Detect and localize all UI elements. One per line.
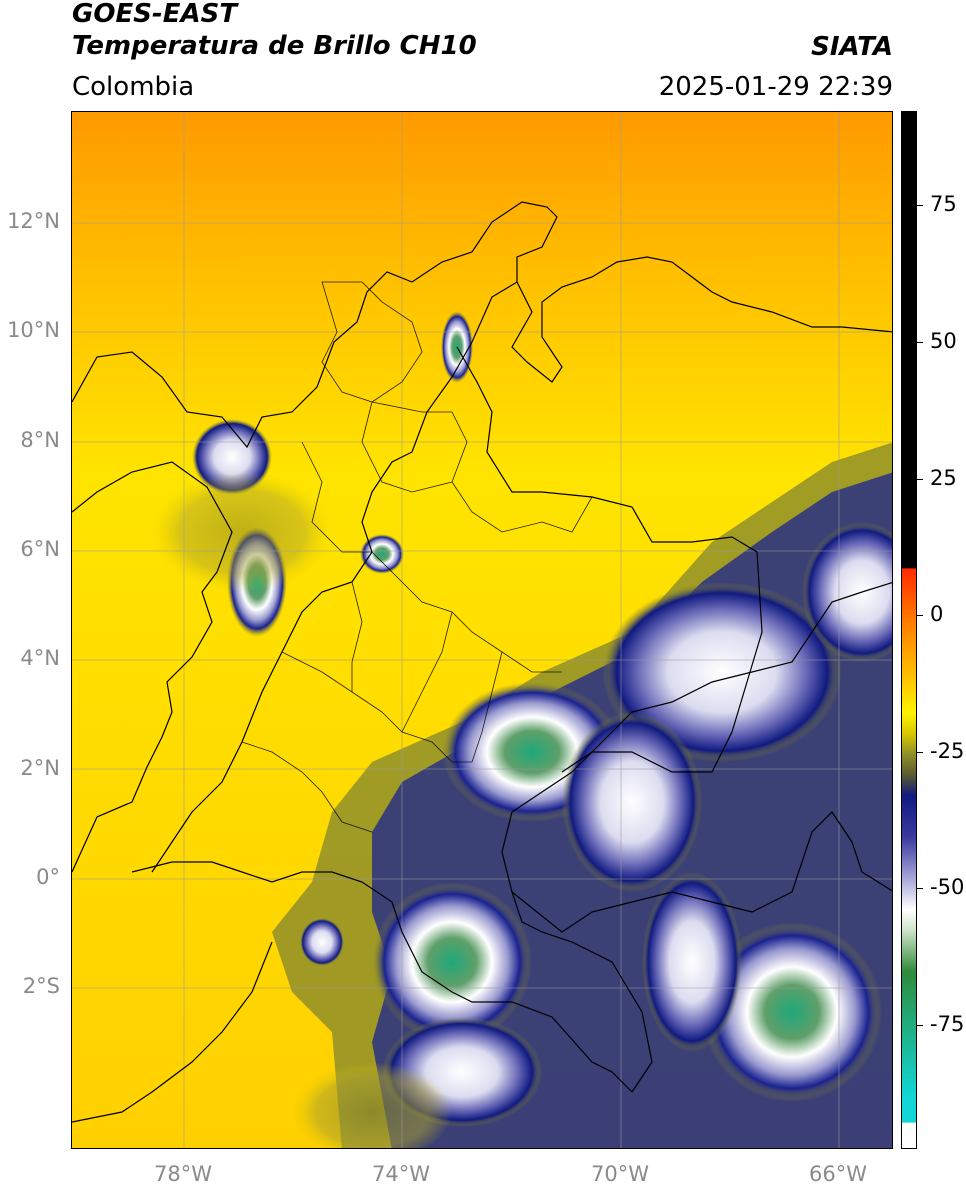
colorbar-label-0: 0	[930, 602, 944, 626]
colorbar-svg	[902, 112, 916, 1148]
olive-haze	[152, 472, 332, 592]
department-borders	[241, 281, 593, 833]
colorbar-tick	[917, 888, 923, 889]
colorbar-tick	[917, 1025, 923, 1026]
lon-label-66w: 66°W	[809, 1162, 867, 1186]
colorbar-tick	[917, 615, 923, 616]
colorbar-label-minus50: -50	[930, 875, 965, 899]
lat-label-4n: 4°N	[20, 646, 60, 670]
lat-label-8n: 8°N	[20, 428, 60, 452]
storm-cell	[702, 922, 882, 1102]
colorbar-tick	[917, 205, 923, 206]
datetime-label: 2025-01-29 22:39	[658, 72, 893, 102]
lat-label-10n: 10°N	[7, 318, 60, 342]
storm-cell	[642, 872, 742, 1052]
lat-label-0: 0°	[36, 865, 60, 889]
satellite-map[interactable]	[71, 111, 893, 1149]
lat-label-2n: 2°N	[20, 756, 60, 780]
storm-cell	[360, 534, 404, 574]
brand-label: SIATA	[811, 32, 893, 62]
lon-label-74w: 74°W	[372, 1162, 430, 1186]
storm-cell	[562, 712, 702, 892]
colorbar-tick	[917, 752, 923, 753]
region-label: Colombia	[72, 72, 195, 102]
colorbar-tick	[917, 342, 923, 343]
lat-label-6n: 6°N	[20, 537, 60, 561]
title-product: Temperatura de Brillo CH10	[72, 31, 477, 61]
map-svg	[72, 112, 892, 1148]
storm-cell	[802, 522, 892, 662]
olive-haze	[292, 1062, 452, 1148]
colorbar-label-minus75: -75	[930, 1012, 965, 1036]
colorbar-label-75: 75	[930, 192, 957, 216]
storm-cell	[300, 918, 344, 966]
colorbar-label-50: 50	[930, 329, 957, 353]
lat-label-12n: 12°N	[7, 209, 60, 233]
title-satellite: GOES-EAST	[72, 0, 238, 29]
country-borders	[72, 201, 892, 1123]
colorbar-label-minus25: -25	[930, 739, 965, 763]
lon-label-78w: 78°W	[154, 1162, 212, 1186]
colorbar-tick	[917, 479, 923, 480]
lat-label-2s: 2°S	[22, 974, 60, 998]
colorbar-label-25: 25	[930, 466, 957, 490]
colorbar	[901, 111, 917, 1149]
lon-label-70w: 70°W	[591, 1162, 649, 1186]
map-grid	[72, 112, 892, 1148]
storm-cell	[602, 582, 842, 762]
